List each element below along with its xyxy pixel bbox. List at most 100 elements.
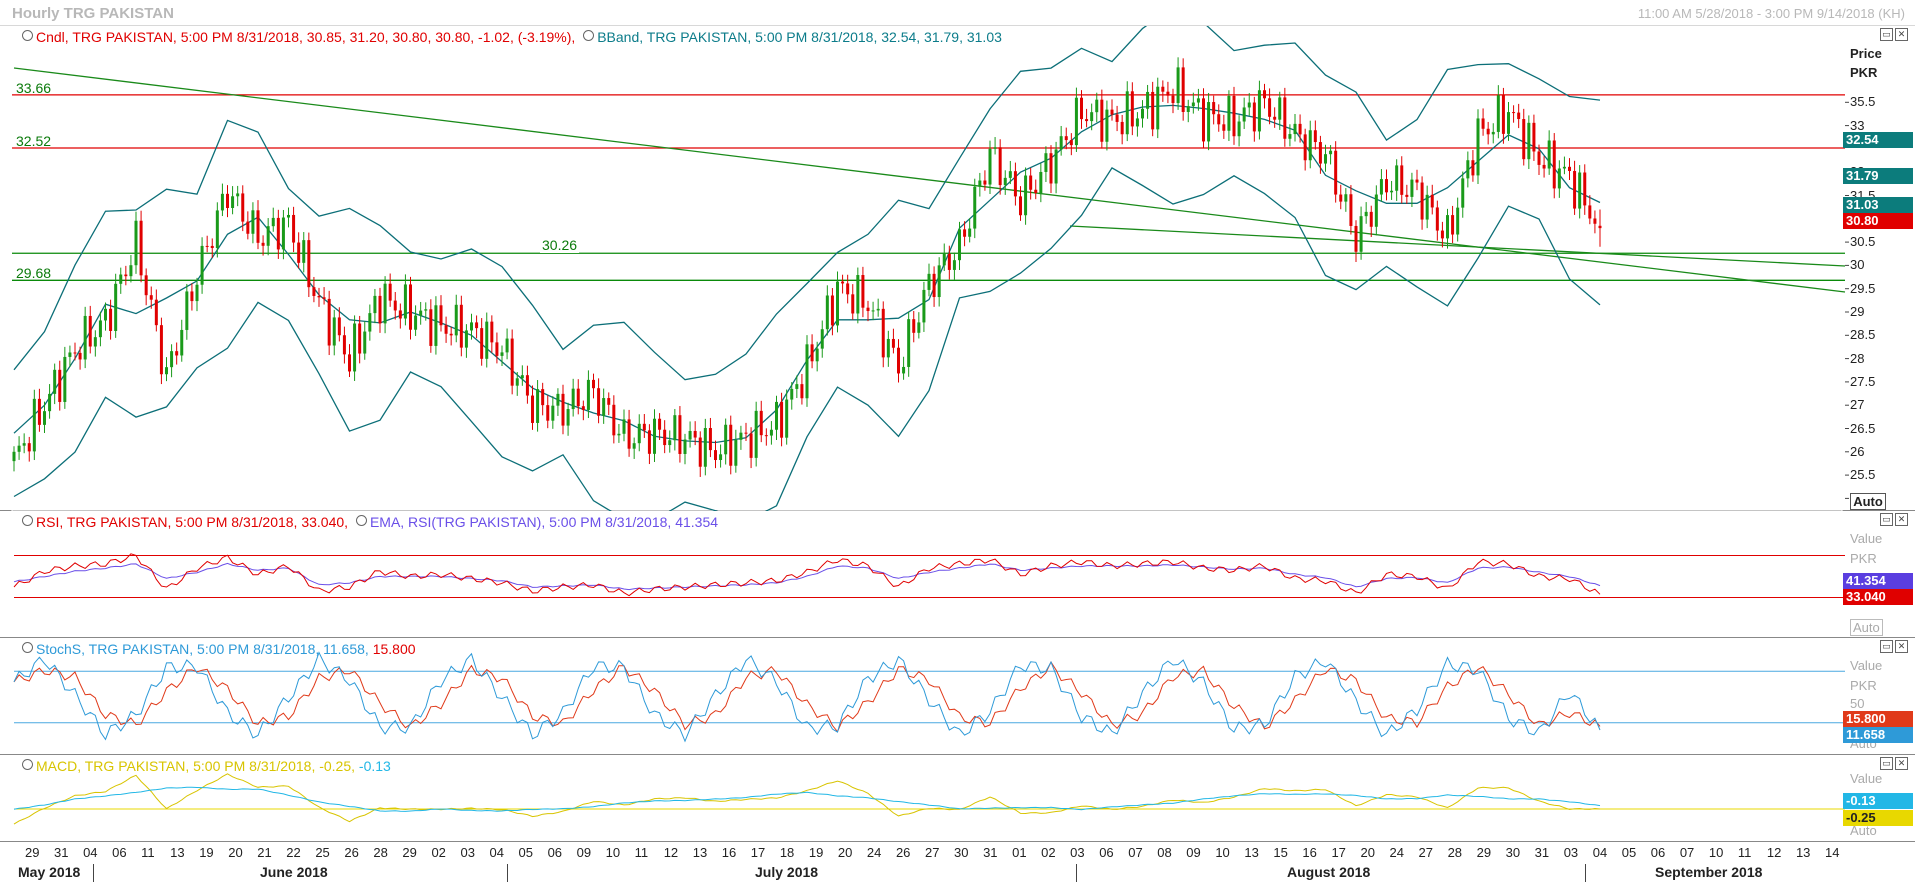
close-icon[interactable]: ✕ (1895, 757, 1908, 770)
candle-body (159, 325, 163, 375)
candle-body (1293, 123, 1297, 135)
close-icon[interactable]: ✕ (1895, 640, 1908, 653)
candle-body (419, 310, 423, 316)
candle-body (429, 309, 433, 346)
candle-body (510, 338, 514, 386)
date-tick-label: 20 (228, 845, 243, 860)
candle-body (139, 220, 143, 276)
plot-frame (11, 26, 1843, 511)
price-legend: Cndl, TRG PAKISTAN, 5:00 PM 8/31/2018, 3… (22, 29, 1002, 45)
stoch-chart[interactable] (0, 638, 1915, 755)
candle-body (947, 253, 951, 270)
candle-body (1390, 190, 1394, 193)
candle-body (1578, 172, 1582, 209)
date-tick-label: 28 (373, 845, 388, 860)
minimize-icon[interactable]: ▭ (1880, 757, 1893, 770)
candle-body (520, 375, 524, 379)
auto-scale-button[interactable]: Auto (1850, 493, 1886, 510)
indicator-icon[interactable] (583, 30, 595, 41)
candle-body (729, 424, 733, 466)
indicator-icon[interactable] (22, 30, 33, 41)
macd-pane[interactable]: MACD, TRG PAKISTAN, 5:00 PM 8/31/2018, -… (0, 755, 1915, 842)
candle-body (856, 275, 860, 314)
macd-chart[interactable] (0, 755, 1915, 842)
candle-body (393, 300, 397, 311)
date-tick-label: 07 (1128, 845, 1143, 860)
candle-body (515, 378, 519, 386)
candle-body (261, 242, 265, 246)
candle-body (312, 287, 316, 296)
rsi-axis-value-label: Value (1850, 531, 1883, 546)
price-chart[interactable] (0, 26, 1915, 511)
rsi-value-tag: 33.040 (1843, 589, 1913, 605)
indicator-icon[interactable] (22, 642, 33, 653)
candle-body (78, 352, 82, 360)
minimize-icon[interactable]: ▭ (1880, 28, 1893, 41)
candle-body (668, 440, 672, 446)
candle-body (449, 333, 453, 336)
candle-body (1166, 91, 1170, 96)
minimize-icon[interactable]: ▭ (1880, 513, 1893, 526)
month-label: August 2018 (1287, 864, 1371, 880)
candle-body (1237, 121, 1241, 137)
ema-line (13, 562, 1601, 591)
date-tick-label: 30 (954, 845, 969, 860)
candle-body (1552, 140, 1556, 189)
candle-body (1252, 102, 1256, 132)
minimize-icon[interactable]: ▭ (1880, 640, 1893, 653)
candle-body (1573, 170, 1577, 209)
candle-body (1278, 97, 1282, 120)
candle-body (795, 384, 799, 389)
date-tick-label: 19 (808, 845, 824, 860)
candle-body (119, 274, 123, 284)
candle-body (876, 308, 880, 311)
candle-body (1273, 116, 1277, 120)
indicator-icon[interactable] (355, 515, 367, 526)
indicator-icon[interactable] (22, 515, 33, 526)
date-tick-label: 31 (983, 845, 998, 860)
candle-body (531, 395, 534, 423)
price-pane[interactable]: Cndl, TRG PAKISTAN, 5:00 PM 8/31/2018, 3… (0, 26, 1915, 511)
indicator-icon[interactable] (22, 759, 33, 770)
auto-scale-button[interactable]: Auto (1850, 619, 1883, 636)
price-tick-label: 26 (1850, 443, 1865, 459)
candle-body (897, 347, 900, 374)
candle-body (358, 323, 362, 354)
date-tick-label: 08 (1157, 845, 1172, 860)
date-tick-label: 20 (1360, 845, 1375, 860)
month-label: September 2018 (1655, 864, 1763, 880)
rsi-pane[interactable]: RSI, TRG PAKISTAN, 5:00 PM 8/31/2018, 33… (0, 511, 1915, 638)
candle-body (1105, 109, 1109, 142)
candle-body (932, 273, 936, 298)
date-tick-label: 01 (1012, 845, 1027, 860)
candle-body (1522, 119, 1526, 160)
candle-body (759, 410, 763, 436)
candle-body (800, 384, 804, 399)
candle-body (780, 401, 784, 438)
candle-body (988, 148, 992, 185)
close-icon[interactable]: ✕ (1895, 513, 1908, 526)
date-tick-label: 18 (779, 845, 795, 860)
candle-body (1339, 194, 1343, 202)
candle-body (1120, 121, 1124, 135)
bband-mid-tag: 31.79 (1843, 168, 1913, 184)
candle-body (952, 260, 956, 270)
date-axis[interactable]: 29 31 04 06 11 13 19 20 21 22 25 26 28 29 02 03 04 05 06 09… (0, 840, 1915, 885)
candle-body (1069, 140, 1073, 146)
candle-body (790, 388, 794, 400)
stoch-legend: StochS, TRG PAKISTAN, 5:00 PM 8/31/2018,… (22, 641, 416, 657)
date-tick-label: 09 (576, 845, 592, 860)
auto-scale-button[interactable]: Auto (1850, 823, 1877, 838)
candle-body (836, 281, 839, 326)
candle-body (1100, 99, 1104, 142)
month-separator (1585, 864, 1586, 882)
stoch-pane[interactable]: StochS, TRG PAKISTAN, 5:00 PM 8/31/2018,… (0, 638, 1915, 755)
candle-body (215, 210, 219, 249)
close-icon[interactable]: ✕ (1895, 28, 1908, 41)
candle-body (1039, 171, 1043, 193)
candle-body (998, 147, 1002, 186)
candle-body (1568, 166, 1571, 171)
rsi-chart[interactable] (0, 511, 1915, 638)
price-tick-label: 33 (1850, 117, 1865, 133)
candle-body (576, 388, 580, 407)
